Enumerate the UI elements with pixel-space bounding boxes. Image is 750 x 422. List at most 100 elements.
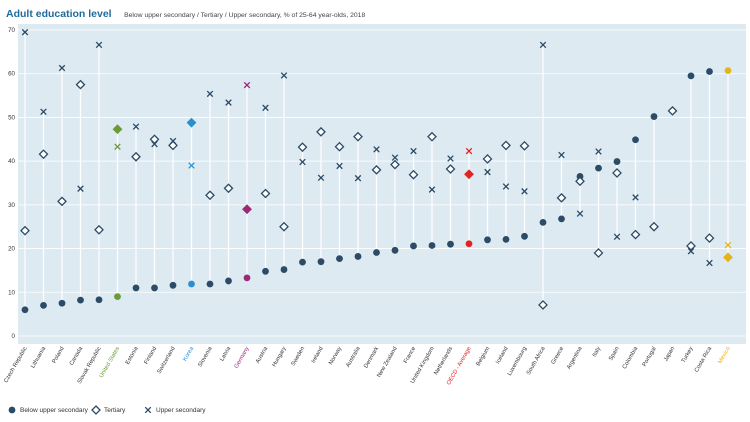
- below-upper-secondary-point: [262, 267, 269, 275]
- below-upper-secondary-point: [595, 164, 602, 172]
- x-tick-label: Norway: [328, 346, 343, 366]
- y-tick-label: 10: [8, 289, 15, 296]
- legend-marker-tertiary: [91, 405, 101, 415]
- below-upper-secondary-point: [280, 266, 288, 273]
- x-tick-label: Colombia: [622, 345, 640, 370]
- upper-secondary-point: [558, 151, 565, 159]
- x-tick-label: Czech Republic: [3, 346, 29, 384]
- below-upper-secondary-point: [169, 281, 177, 289]
- upper-secondary-point: [206, 90, 214, 98]
- x-tick-label: Denmark: [363, 346, 380, 369]
- upper-secondary-point: [595, 148, 602, 155]
- tertiary-point: [482, 154, 493, 164]
- below-upper-secondary-point: [447, 240, 454, 248]
- legend-label-below-upper-secondary: Below upper secondary: [20, 407, 89, 414]
- x-tick-label: United States: [99, 346, 122, 379]
- x-tick-label: Australia: [345, 345, 362, 368]
- x-tick-label: New Zealand: [376, 346, 398, 379]
- upper-secondary-point: [391, 154, 399, 161]
- below-upper-secondary-point: [317, 258, 325, 266]
- below-upper-secondary-point: [58, 299, 66, 307]
- y-tick-label: 60: [8, 71, 15, 78]
- below-upper-secondary-point: [706, 68, 713, 75]
- x-tick-label: Germany: [234, 346, 251, 370]
- upper-secondary-point: [225, 99, 232, 106]
- below-upper-secondary-point: [373, 249, 380, 256]
- tertiary-point: [353, 131, 363, 142]
- below-upper-secondary-point: [650, 113, 658, 120]
- x-tick-label: Poland: [52, 346, 66, 365]
- x-tick-label: France: [403, 346, 417, 365]
- x-tick-label: Turkey: [681, 346, 695, 364]
- below-upper-secondary-point: [391, 246, 399, 254]
- x-tick-label: Sweden: [291, 346, 307, 367]
- tertiary-point: [38, 149, 49, 160]
- upper-secondary-point: [58, 64, 66, 72]
- x-tick-label: Switzerland: [157, 346, 177, 375]
- x-tick-label: Belgium: [476, 346, 492, 367]
- below-upper-secondary-point: [465, 240, 473, 248]
- y-tick-label: 50: [8, 114, 15, 121]
- legend-label-upper-secondary: Upper secondary: [156, 407, 206, 414]
- upper-secondary-point: [114, 143, 121, 150]
- upper-secondary-point: [95, 41, 103, 49]
- tertiary-point: [612, 168, 622, 178]
- upper-secondary-point: [132, 123, 140, 130]
- x-tick-label: Estonia: [125, 345, 140, 365]
- tertiary-point: [186, 117, 197, 128]
- tertiary-point: [131, 151, 141, 162]
- upper-secondary-point: [188, 162, 195, 169]
- tertiary-point: [630, 229, 641, 240]
- tertiary-point: [649, 221, 659, 232]
- x-tick-label: Austria: [255, 345, 270, 364]
- below-upper-secondary-point: [206, 280, 214, 288]
- tertiary-point: [538, 300, 548, 310]
- below-upper-secondary-point: [95, 296, 103, 304]
- tertiary-point: [704, 233, 715, 243]
- tertiary-point: [334, 141, 345, 152]
- below-upper-secondary-point: [114, 293, 121, 301]
- plot-panel: [18, 24, 746, 344]
- upper-secondary-point: [576, 210, 584, 217]
- x-tick-label: Iceland: [495, 346, 510, 365]
- tertiary-point: [260, 188, 271, 199]
- below-upper-secondary-point: [188, 280, 195, 288]
- below-upper-secondary-point: [428, 242, 436, 249]
- tertiary-point: [57, 196, 67, 207]
- below-upper-secondary-point: [410, 242, 417, 250]
- below-upper-secondary-point: [687, 72, 695, 80]
- tertiary-point: [575, 176, 585, 187]
- below-upper-secondary-point: [484, 236, 491, 244]
- tertiary-point: [390, 159, 400, 170]
- x-tick-label: Slovenia: [197, 345, 214, 368]
- x-tick-label: Argentina: [566, 345, 584, 370]
- x-tick-label: Finland: [144, 346, 159, 365]
- upper-secondary-point: [447, 155, 454, 162]
- x-tick-label: Canada: [69, 345, 85, 366]
- x-tick-label: Ireland: [311, 346, 325, 364]
- upper-secondary-point: [373, 146, 380, 153]
- tertiary-point: [75, 79, 86, 90]
- upper-secondary-point: [243, 81, 251, 89]
- gridlines: [18, 29, 746, 337]
- tertiary-point: [316, 126, 326, 137]
- x-tick-label: Italy: [592, 346, 603, 358]
- y-tick-label: 40: [8, 158, 15, 165]
- upper-secondary-point: [262, 104, 269, 112]
- tertiary-point: [205, 190, 215, 201]
- legend-marker-below-upper-secondary: [8, 406, 16, 414]
- upper-secondary-point: [724, 241, 732, 249]
- below-upper-secondary-point: [632, 136, 639, 144]
- upper-secondary-point: [502, 183, 510, 190]
- upper-secondary-point: [169, 137, 177, 145]
- upper-secondary-point: [354, 174, 362, 182]
- upper-secondary-point: [21, 28, 29, 36]
- chart-subtitle: Below upper secondary / Tertiary / Upper…: [124, 12, 366, 19]
- x-tick-label: Mexico: [717, 346, 731, 365]
- y-tick-label: 70: [8, 27, 15, 34]
- upper-secondary-point: [428, 186, 436, 193]
- x-tick-label: Latvia: [219, 345, 232, 362]
- tertiary-point: [519, 140, 530, 151]
- tertiary-point: [686, 241, 696, 251]
- below-upper-secondary-point: [558, 215, 565, 223]
